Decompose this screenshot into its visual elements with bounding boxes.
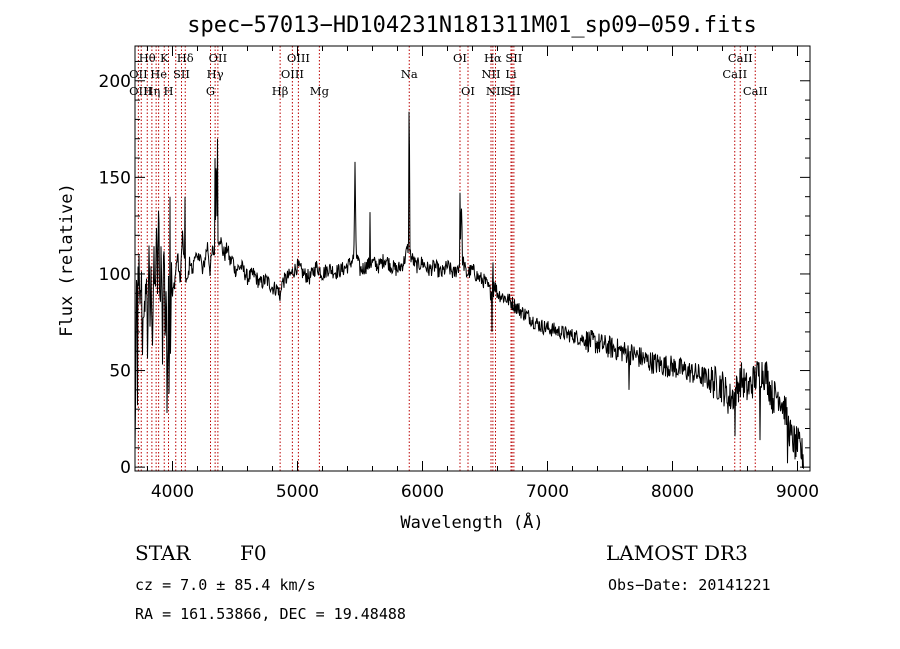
line-label-13: OIII [281,67,304,81]
line-label-21: NII [481,67,500,81]
line-label-5: Hη [143,84,160,98]
x-tick-label-4: 8000 [651,482,694,502]
x-tick-label-5: 9000 [776,482,819,502]
line-label-23: NII [486,84,505,98]
y-tick-label-2: 100 [99,265,131,285]
spectral-line-markers [137,46,756,471]
line-label-19: Hα [484,51,502,65]
observation-date: Obs−Date: 20141221 [608,576,771,594]
line-label-12: OIII [287,51,310,65]
y-axis: 0 50 100 150 200 [99,60,810,478]
coordinates-info: RA = 161.53866, DEC = 19.48488 [135,605,406,623]
line-label-6: Hδ [177,51,194,65]
object-class: STAR [135,541,191,565]
x-tick-label-3: 7000 [526,482,569,502]
line-label-27: CaII [743,84,768,98]
y-tick-label-1: 50 [109,362,131,382]
line-label-16: Na [401,67,418,81]
line-label-8: H [163,84,173,98]
line-label-11: G [206,84,215,98]
spectrum-series [134,111,804,469]
line-label-14: Hβ [272,84,289,98]
line-label-0: Hθ [139,51,156,65]
object-subclass: F0 [240,541,267,565]
plot-frame [134,45,811,472]
y-axis-label: Flux (relative) [57,183,77,337]
line-label-20: SII [505,51,522,65]
redshift-info: cz = 7.0 ± 85.4 km/s [135,576,316,594]
line-label-7: SII [173,67,190,81]
line-label-25: CaII [728,51,753,65]
spectrum-line [134,111,804,469]
line-label-26: CaII [722,67,747,81]
line-label-22: Li [505,67,517,81]
line-label-10: Hγ [207,67,224,81]
line-label-17: OI [453,51,467,65]
line-label-1: OII [129,67,148,81]
x-tick-label-0: 4000 [151,482,194,502]
line-label-24: SII [504,84,521,98]
y-tick-label-3: 150 [99,168,131,188]
line-label-15: Mg [310,84,330,98]
line-label-18: OI [461,84,475,98]
chart-title: spec−57013−HD104231N181311M01_sp09−059.f… [187,13,757,38]
x-axis: 4000 5000 6000 7000 8000 9000 [147,46,819,502]
survey-name: LAMOST DR3 [606,541,748,565]
line-label-3: K [160,51,169,65]
x-tick-label-2: 6000 [401,482,444,502]
line-label-4: He [150,67,167,81]
line-label-9: OII [209,51,228,65]
x-tick-label-1: 5000 [276,482,319,502]
x-axis-label: Wavelength (Å) [400,511,543,533]
y-tick-label-0: 0 [120,458,131,478]
y-tick-label-4: 200 [99,72,131,92]
